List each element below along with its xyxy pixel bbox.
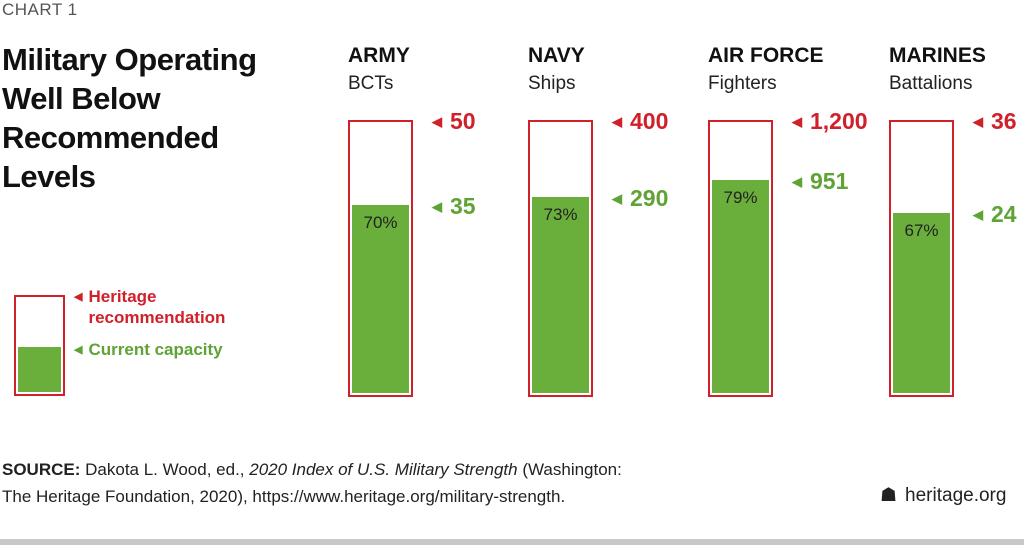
capacity-bar	[712, 180, 769, 393]
chart-number: CHART 1	[2, 0, 78, 19]
capacity-bar	[532, 196, 589, 393]
category-label: NAVY	[528, 44, 585, 67]
category-label: MARINES	[889, 44, 986, 67]
percent-label: 79%	[723, 188, 758, 208]
chart-title: Military Operating Well Below Recommende…	[2, 42, 257, 194]
recommendation-value: ◀ 50	[432, 108, 476, 134]
bell-icon: ☗	[880, 485, 898, 506]
legend-capacity-fill	[18, 347, 61, 392]
category-unit: BCTs	[348, 73, 394, 94]
category-label: ARMY	[348, 44, 410, 67]
arrow-left-icon: ◀	[792, 114, 802, 129]
capacity-value: ◀ 290	[612, 184, 669, 211]
arrow-left-icon: ◀	[792, 174, 802, 190]
recommendation-value: ◀ 400	[612, 108, 669, 134]
percent-label: 70%	[363, 212, 398, 232]
recommendation-value: ◀ 1,200	[792, 108, 868, 134]
brand: ☗ heritage.org	[880, 485, 1007, 506]
legend-capacity: ◀ Current capacity	[74, 340, 223, 359]
percent-label: 67%	[904, 220, 939, 240]
recommendation-value: ◀ 36	[973, 108, 1017, 134]
category-unit: Ships	[528, 73, 576, 94]
arrow-left-icon: ◀	[432, 198, 442, 214]
capacity-bar	[352, 204, 409, 393]
capacity-value: ◀ 35	[432, 192, 476, 219]
category-unit: Battalions	[889, 73, 973, 94]
arrow-left-icon: ◀	[432, 114, 442, 129]
arrow-left-icon: ◀	[74, 291, 83, 303]
category-label: AIR FORCE	[708, 44, 824, 67]
category-unit: Fighters	[708, 73, 777, 94]
legend-recommendation: ◀ Heritage recommendation	[74, 287, 226, 327]
arrow-left-icon: ◀	[973, 206, 983, 222]
arrow-left-icon: ◀	[612, 114, 622, 129]
capacity-bar	[893, 212, 950, 393]
bottom-bar	[0, 539, 1024, 545]
capacity-value: ◀ 951	[792, 168, 849, 195]
arrow-left-icon: ◀	[612, 190, 622, 206]
percent-label: 73%	[543, 204, 578, 224]
capacity-value: ◀ 24	[973, 200, 1017, 227]
source-note: SOURCE: Dakota L. Wood, ed., 2020 Index …	[2, 460, 622, 506]
arrow-left-icon: ◀	[74, 344, 83, 356]
arrow-left-icon: ◀	[973, 114, 983, 129]
